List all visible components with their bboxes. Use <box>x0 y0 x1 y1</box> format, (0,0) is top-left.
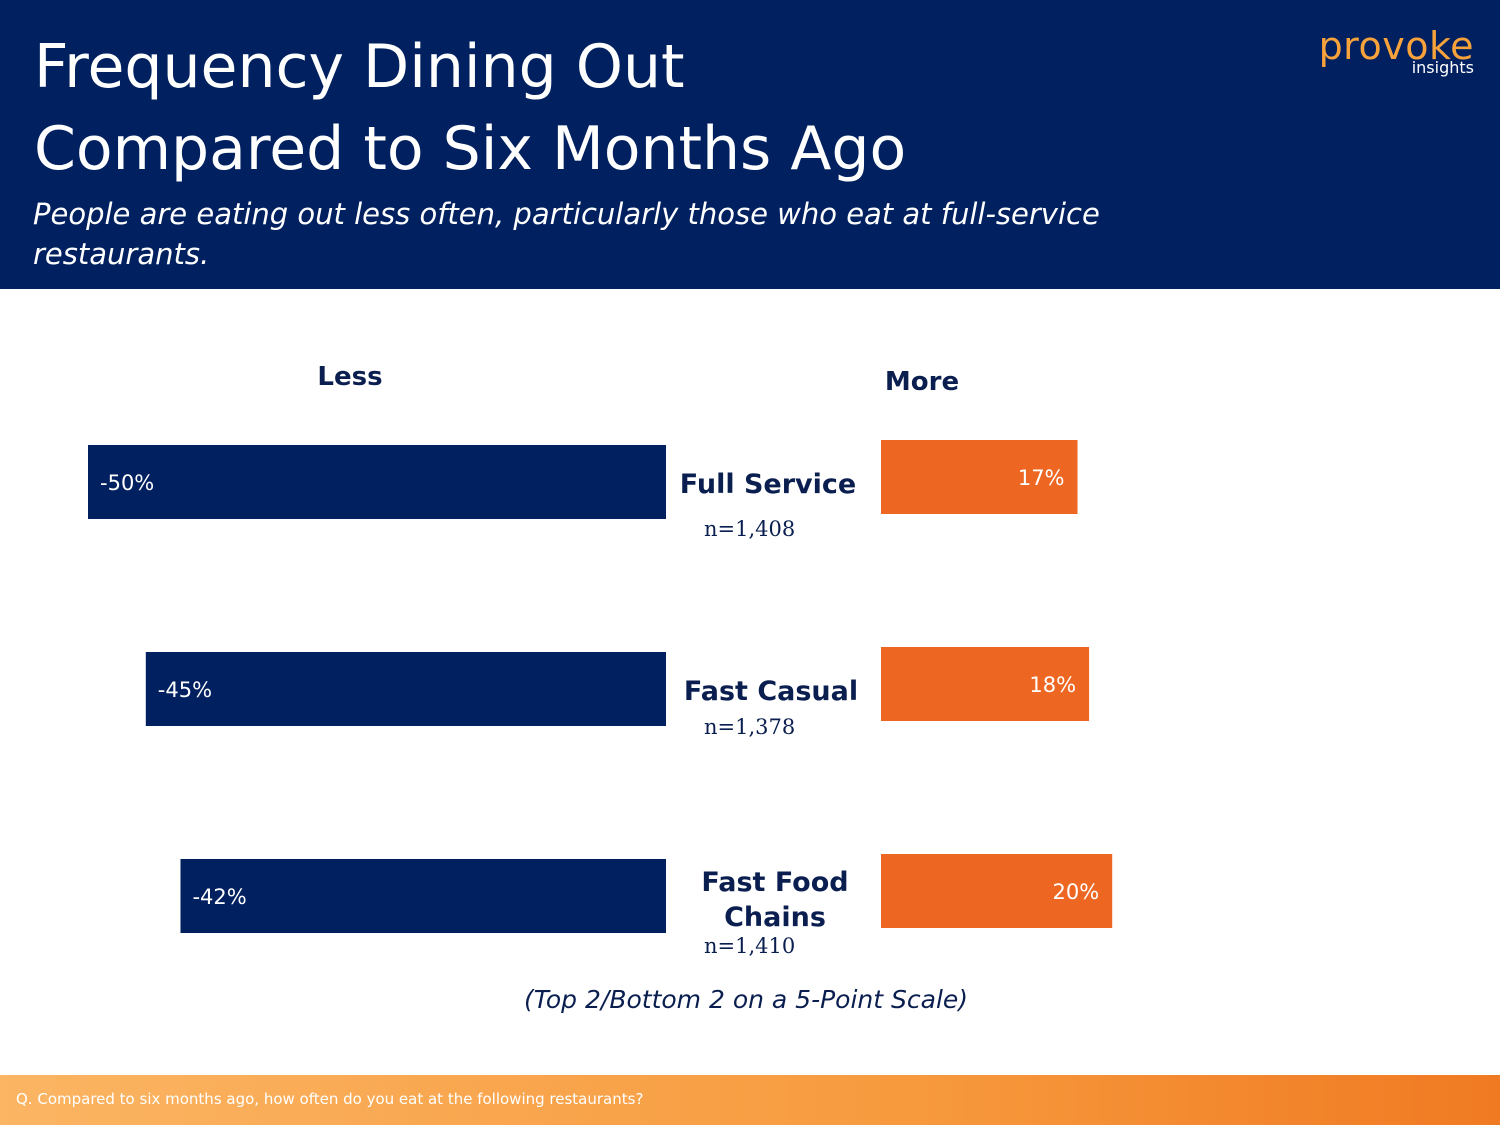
footer-bar: Q. Compared to six months ago, how often… <box>0 1075 1500 1125</box>
bar-more-0 <box>881 440 1078 514</box>
bar-more-2 <box>881 854 1113 928</box>
page-subtitle: People are eating out less often, partic… <box>33 197 1100 271</box>
column-header-less: Less <box>317 362 382 392</box>
page-title: Frequency Dining Out Compared to Six Mon… <box>34 26 906 190</box>
sample-size-0: n=1,408 <box>704 517 795 541</box>
data-label-more-2: 20% <box>1053 880 1100 904</box>
bar-less-2 <box>180 859 667 933</box>
title-line-1: Frequency Dining Out <box>34 32 685 102</box>
category-label-0-0: Full Service <box>680 469 856 500</box>
title-line-2: Compared to Six Months Ago <box>34 114 907 184</box>
category-label-2-0: Fast Food <box>701 867 848 898</box>
category-label-1-0: Fast Casual <box>684 676 858 707</box>
footer-question: Q. Compared to six months ago, how often… <box>16 1090 644 1108</box>
scale-note: (Top 2/Bottom 2 on a 5-Point Scale) <box>524 985 968 1014</box>
data-label-more-0: 17% <box>1018 466 1065 490</box>
provoke-logo: provoke insights <box>1319 26 1474 76</box>
bar-less-1 <box>145 652 667 726</box>
sample-size-2: n=1,410 <box>704 934 795 958</box>
column-header-more: More <box>885 367 959 397</box>
sample-size-1: n=1,378 <box>704 715 795 739</box>
logo-wordmark: provoke <box>1318 24 1474 68</box>
data-label-less-2: -42% <box>192 885 246 909</box>
data-label-more-1: 18% <box>1029 673 1076 697</box>
data-label-less-0: -50% <box>100 471 154 495</box>
category-label-2-1: Chains <box>724 902 826 933</box>
bar-more-1 <box>881 647 1090 721</box>
bar-less-0 <box>88 445 666 519</box>
logo-subtext: insights <box>1411 58 1474 77</box>
data-label-less-1: -45% <box>158 678 212 702</box>
header-banner: Frequency Dining Out Compared to Six Mon… <box>0 0 1500 289</box>
